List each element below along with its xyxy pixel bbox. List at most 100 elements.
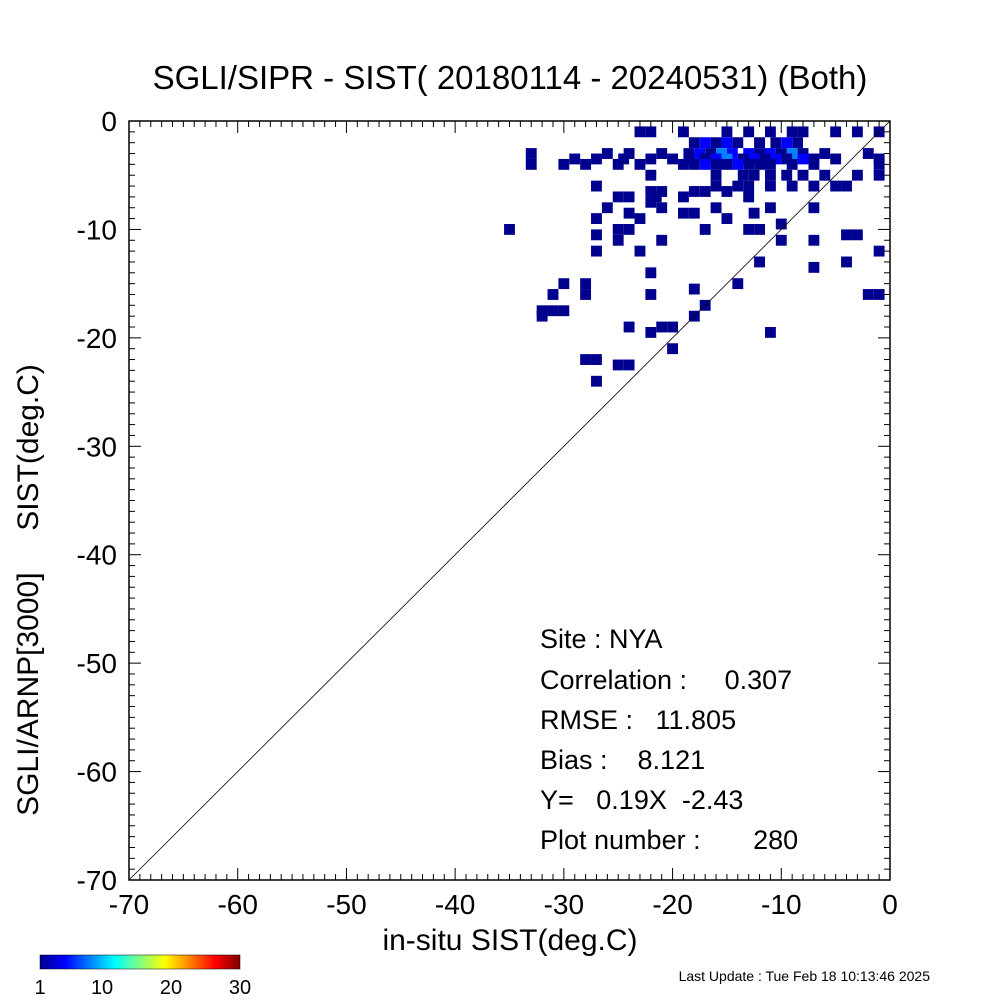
last-update-text: Last Update : Tue Feb 18 10:13:46 2025 [679, 968, 931, 984]
density-cell [656, 321, 668, 333]
density-cell [525, 158, 537, 170]
density-cell [536, 310, 548, 322]
density-cell [710, 158, 722, 170]
colorbar-tick-label: 30 [229, 977, 251, 999]
density-cell [743, 224, 755, 235]
x-tick-label: -20 [652, 889, 692, 920]
y-tick-label: -10 [77, 214, 117, 245]
density-cell [591, 213, 602, 225]
density-cell [547, 289, 559, 300]
y-tick-label: -40 [77, 540, 117, 571]
density-cell [569, 153, 581, 165]
density-cell [873, 158, 885, 170]
density-cell [580, 278, 592, 290]
density-cell [634, 213, 646, 225]
density-cell [851, 169, 863, 181]
density-cell [678, 158, 689, 170]
density-cell [591, 180, 602, 192]
density-cell [754, 137, 765, 149]
density-cell [786, 180, 798, 192]
density-cell [754, 256, 765, 268]
density-cell [797, 169, 809, 181]
density-cell [667, 153, 679, 165]
density-cell [764, 327, 776, 338]
density-cell [775, 218, 787, 230]
density-cell [770, 137, 782, 149]
axis-ticks [128, 120, 891, 881]
density-cell [591, 229, 602, 241]
stat-rmse: RMSE : 11.805 [540, 705, 736, 735]
density-cell [688, 207, 700, 219]
density-cell [792, 137, 804, 149]
density-cell [667, 321, 679, 333]
density-cell [721, 158, 733, 170]
density-cell [525, 148, 537, 159]
density-cell [645, 153, 657, 165]
density-cell [797, 126, 809, 138]
density-cell [862, 148, 874, 159]
colorbar-tick-label: 10 [91, 977, 113, 999]
density-cell [764, 126, 776, 138]
density-cell [721, 186, 733, 197]
density-cell [786, 126, 798, 138]
stat-regression: Y= 0.19X -2.43 [540, 785, 743, 815]
density-cell [710, 180, 722, 192]
density-cell [764, 158, 776, 170]
density-cell [786, 158, 798, 170]
density-cell [688, 137, 700, 149]
density-cell [797, 153, 809, 165]
chart-title: SGLI/SIPR - SIST( 20180114 - 20240531) (… [153, 59, 868, 96]
x-tick-label: -70 [109, 889, 149, 920]
density-cell [862, 289, 874, 300]
density-cell [645, 169, 657, 181]
density-cell [645, 126, 657, 138]
y-tick-label: -50 [77, 648, 117, 679]
density-cell [623, 321, 635, 333]
y-axis-label: SGLI/ARNP[3000] SIST(deg.C) [12, 364, 45, 816]
density-cell [645, 289, 657, 300]
density-cell [591, 153, 602, 165]
density-cell [737, 169, 749, 181]
density-cell [504, 224, 515, 235]
density-cell [721, 126, 733, 138]
colorbar [39, 954, 241, 970]
density-cell [710, 169, 722, 181]
density-cell [732, 278, 744, 290]
y-tick-label: -70 [77, 865, 117, 896]
density-cells [504, 126, 885, 387]
x-tick-label: -50 [326, 889, 366, 920]
density-cell [775, 234, 787, 246]
density-cell [743, 158, 755, 170]
x-tick-label: -60 [217, 889, 257, 920]
density-cell [754, 158, 765, 170]
density-cell [634, 126, 646, 138]
density-cell [743, 191, 755, 203]
density-cell [699, 158, 711, 170]
density-cell [699, 186, 711, 197]
density-cell [688, 283, 700, 295]
density-cell [699, 224, 711, 235]
density-cell [721, 137, 733, 149]
density-cell [678, 207, 689, 219]
density-cell [819, 169, 831, 181]
density-cell [678, 126, 689, 138]
density-cell [591, 245, 602, 257]
density-cell [808, 180, 820, 192]
density-cell [656, 234, 668, 246]
density-cell [612, 191, 624, 203]
density-cell [645, 327, 657, 338]
density-cell [623, 191, 635, 203]
density-cell [601, 148, 613, 159]
density-cell [841, 180, 852, 192]
density-cell [808, 261, 820, 273]
density-cell [580, 354, 592, 365]
density-cell [873, 245, 885, 257]
density-cell [764, 202, 776, 214]
density-cell [558, 158, 570, 170]
stat-plot-number: Plot number : 280 [540, 825, 798, 855]
density-cell [830, 126, 842, 138]
colorbar-tick-labels: 1 10 20 30 [34, 977, 251, 999]
density-cell [841, 229, 852, 241]
density-cell [558, 305, 570, 317]
colorbar-tick-label: 20 [160, 977, 182, 999]
